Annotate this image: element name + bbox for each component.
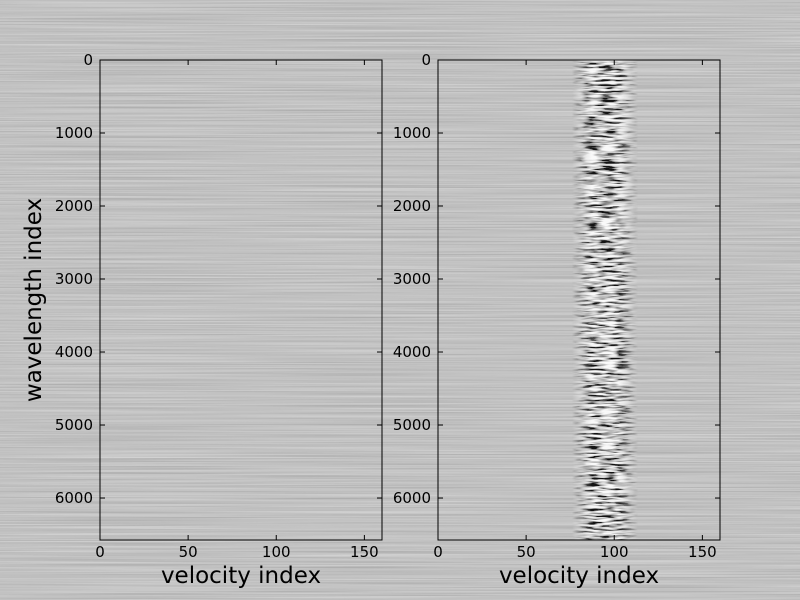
x-axis-label: velocity index (161, 563, 321, 589)
x-tick-label: 50 (517, 543, 536, 561)
y-tick-label: 3000 (393, 270, 431, 288)
axes: 0 50 100 1500100020003000400050006000veloci… (21, 51, 721, 589)
x-tick-label: 0 (433, 543, 443, 561)
y-tick-label: 6000 (55, 489, 93, 507)
x-tick-label: 100 (600, 543, 629, 561)
y-tick-label: 5000 (55, 416, 93, 434)
axes-frame (99, 59, 383, 541)
x-tick-label: 50 (179, 543, 198, 561)
y-tick-label: 2000 (393, 197, 431, 215)
x-tick-label: 100 (262, 543, 291, 561)
x-tick-label: 150 (688, 543, 717, 561)
y-tick-label: 0 (421, 51, 431, 69)
axes-frame (437, 59, 721, 541)
y-axis-label: wavelength index (21, 198, 47, 402)
heatmap-image (100, 60, 382, 540)
y-tick-label: 2000 (55, 197, 93, 215)
y-tick-label: 5000 (393, 416, 431, 434)
y-tick-label: 6000 (393, 489, 431, 507)
y-tick-label: 1000 (393, 124, 431, 142)
y-tick-label: 4000 (393, 343, 431, 361)
y-tick-label: 4000 (55, 343, 93, 361)
x-tick-label: 0 (95, 543, 105, 561)
y-tick-label: 1000 (55, 124, 93, 142)
y-tick-label: 3000 (55, 270, 93, 288)
x-tick-label: 150 (350, 543, 379, 561)
image-band (572, 60, 638, 540)
x-axis-label: velocity index (499, 563, 659, 589)
y-tick-label: 0 (83, 51, 93, 69)
